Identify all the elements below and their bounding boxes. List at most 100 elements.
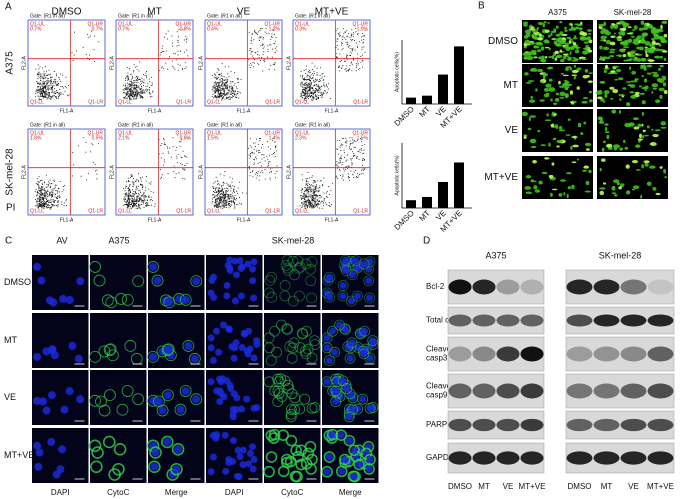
event-dot	[238, 91, 240, 93]
event-dot	[128, 83, 130, 85]
event-dot	[213, 187, 215, 189]
axis-label: FL1-A	[325, 217, 339, 223]
event-dot	[127, 87, 129, 89]
event-dot	[219, 205, 221, 207]
cell	[599, 80, 606, 84]
event-dot	[310, 95, 312, 97]
event-dot	[229, 197, 231, 199]
gate-label: Gate: (R1 in all)	[207, 13, 242, 19]
event-dot	[251, 171, 253, 173]
event-dot	[129, 97, 131, 98]
event-dot	[316, 204, 318, 206]
cell	[599, 167, 602, 172]
event-dot	[325, 90, 326, 92]
event-dot	[48, 97, 50, 99]
event-dot	[303, 195, 305, 197]
cytoc	[121, 385, 134, 397]
event-dot	[51, 89, 53, 91]
cell-image	[597, 156, 668, 199]
event-dot	[130, 197, 132, 199]
event-dot	[301, 197, 303, 199]
event-dot	[130, 90, 132, 92]
event-dot	[137, 180, 139, 182]
event-dot	[362, 153, 364, 155]
event-dot	[38, 204, 40, 206]
event-dot	[137, 91, 139, 93]
event-dot	[143, 191, 145, 193]
band	[448, 314, 472, 327]
event-dot	[214, 73, 216, 75]
event-dot	[130, 192, 131, 194]
nucleus	[158, 406, 167, 415]
event-dot	[37, 198, 39, 200]
event-dot	[304, 93, 306, 95]
cell	[600, 158, 606, 162]
event-dot	[308, 71, 310, 73]
event-dot	[316, 79, 318, 81]
micrograph	[147, 313, 205, 368]
event-dot	[230, 204, 232, 206]
cell	[544, 46, 550, 49]
event-dot	[181, 138, 183, 140]
event-dot	[80, 175, 82, 177]
event-dot	[45, 202, 47, 204]
event-dot	[39, 93, 41, 95]
cell	[645, 53, 649, 58]
event-dot	[131, 203, 133, 204]
event-dot	[339, 34, 341, 36]
event-dot	[304, 195, 306, 197]
cell	[604, 126, 608, 132]
event-dot	[316, 199, 318, 201]
event-dot	[131, 201, 133, 203]
nucleus	[217, 378, 225, 386]
event-dot	[152, 90, 154, 92]
panel-label: A	[5, 2, 12, 13]
event-dot	[37, 89, 39, 91]
event-dot	[324, 86, 326, 88]
event-dot	[167, 147, 169, 149]
event-dot	[234, 198, 236, 200]
event-dot	[300, 85, 302, 87]
event-dot	[136, 200, 138, 202]
cell	[551, 38, 557, 40]
event-dot	[179, 141, 181, 143]
event-dot	[134, 84, 135, 85]
event-dot	[303, 87, 305, 89]
nucleus	[239, 461, 247, 469]
cytoc	[367, 335, 379, 346]
nucleus	[60, 405, 69, 414]
event-dot	[136, 86, 137, 88]
event-dot	[144, 92, 146, 94]
event-dot	[215, 203, 217, 205]
event-dot	[130, 95, 132, 97]
cell	[523, 134, 528, 137]
event-dot	[218, 192, 220, 194]
event-dot	[313, 92, 315, 94]
event-dot	[125, 199, 127, 200]
nucleus	[250, 294, 258, 302]
event-dot	[233, 202, 235, 203]
cell	[651, 91, 654, 94]
event-dot	[342, 144, 344, 146]
event-dot	[348, 177, 350, 179]
event-dot	[39, 189, 41, 191]
event-dot	[128, 206, 130, 208]
event-dot	[303, 79, 305, 81]
event-dot	[50, 87, 52, 89]
event-dot	[305, 182, 307, 184]
event-dot	[240, 203, 242, 205]
nucleus	[181, 295, 190, 304]
event-dot	[44, 202, 46, 204]
event-dot	[346, 140, 348, 142]
event-dot	[313, 190, 314, 192]
event-dot	[50, 73, 52, 75]
event-dot	[48, 195, 50, 197]
cytoc	[156, 404, 169, 417]
event-dot	[271, 171, 272, 173]
event-dot	[360, 39, 362, 41]
event-dot	[256, 150, 257, 152]
event-dot	[148, 195, 150, 197]
event-dot	[261, 170, 263, 172]
event-dot	[351, 61, 353, 63]
event-dot	[221, 188, 223, 190]
